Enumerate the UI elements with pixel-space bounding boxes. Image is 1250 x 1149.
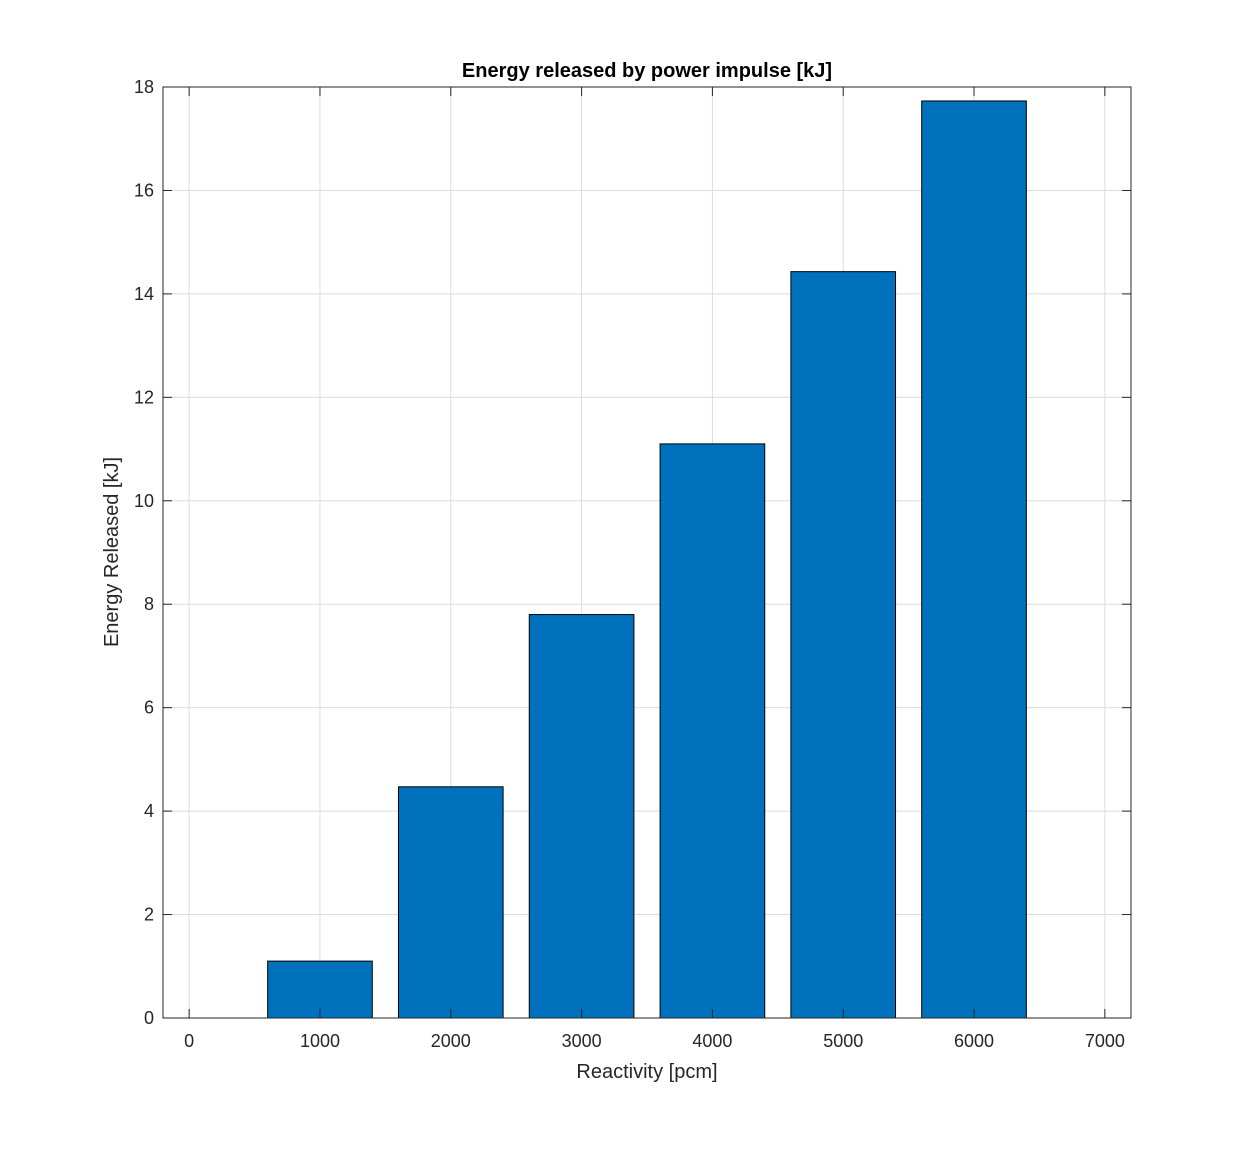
x-axis-label: Reactivity [pcm]	[576, 1061, 717, 1083]
x-tick-label: 4000	[692, 1031, 732, 1051]
y-tick-label: 6	[144, 698, 154, 718]
plot-frame	[162, 86, 1132, 1019]
ticks: 0 1000 2000 3000 4000 5000 6000 7000 0 2 4 6 8 10 12 14…	[134, 77, 1131, 1051]
y-tick-label: 0	[144, 1008, 154, 1028]
bars	[267, 100, 1027, 1019]
x-tick-label: 6000	[954, 1031, 994, 1051]
bar	[397, 786, 504, 1019]
bar	[659, 443, 766, 1019]
bar	[267, 960, 373, 1019]
y-tick-label: 12	[134, 387, 154, 407]
y-tick-label: 14	[134, 284, 154, 304]
x-tick-label: 1000	[300, 1031, 340, 1051]
y-axis-label: Energy Released [kJ]	[101, 457, 123, 647]
bar	[790, 271, 897, 1019]
axes	[162, 86, 1132, 1019]
y-tick-label: 10	[134, 491, 154, 511]
y-tick-label: 18	[134, 77, 154, 97]
y-tick-label: 8	[144, 594, 154, 614]
x-tick-label: 2000	[431, 1031, 471, 1051]
bar	[921, 100, 1027, 1019]
chart-title: Energy released by power impulse [kJ]	[462, 60, 832, 82]
bar	[528, 614, 635, 1019]
y-tick-label: 16	[134, 180, 154, 200]
x-tick-label: 0	[184, 1031, 194, 1051]
y-tick-label: 4	[144, 801, 154, 821]
x-tick-label: 3000	[562, 1031, 602, 1051]
y-tick-label: 2	[144, 905, 154, 925]
x-tick-label: 7000	[1085, 1031, 1125, 1051]
x-tick-label: 5000	[823, 1031, 863, 1051]
